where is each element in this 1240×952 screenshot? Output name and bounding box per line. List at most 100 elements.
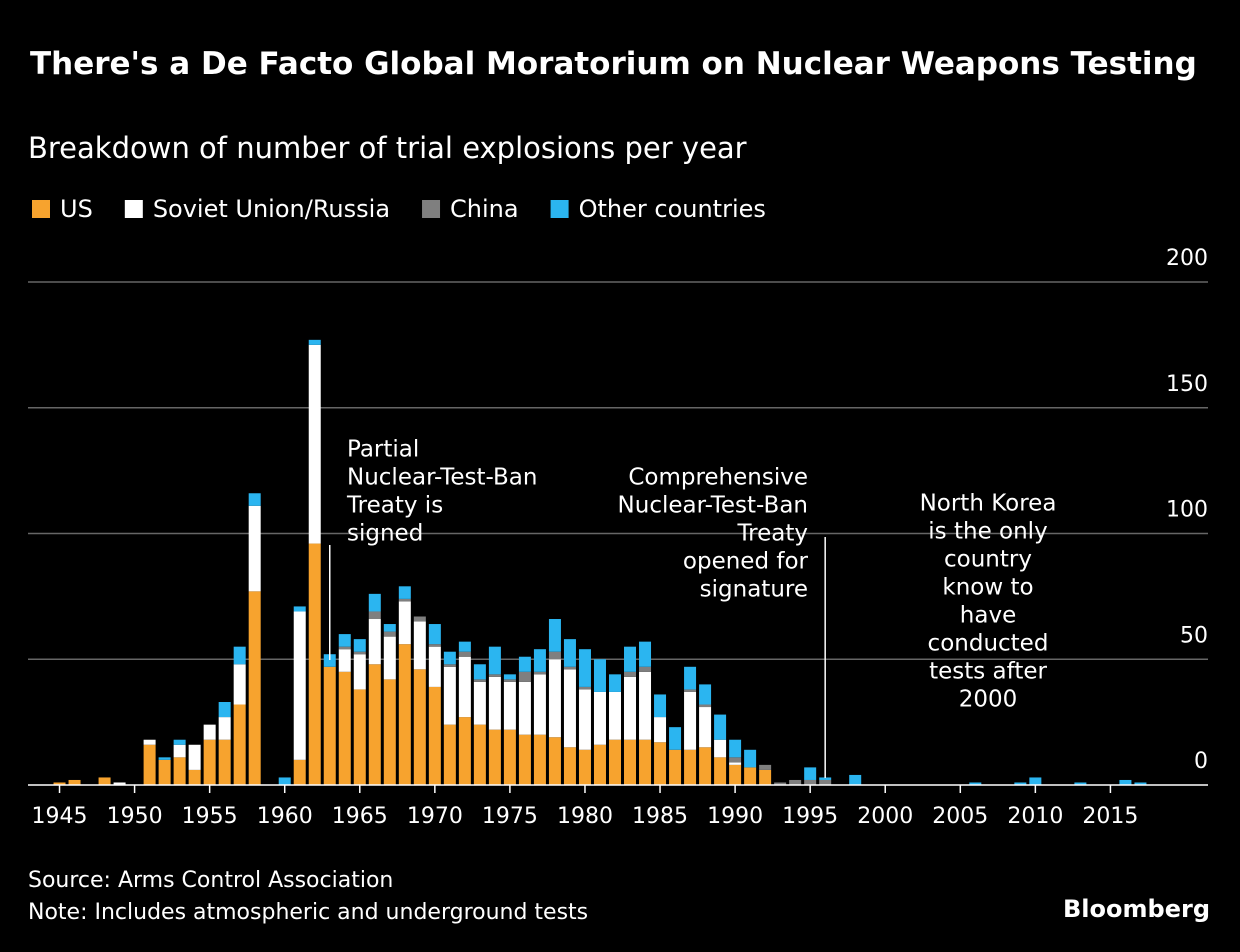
bar-segment bbox=[53, 782, 66, 785]
legend-swatch bbox=[422, 200, 441, 218]
bar-segment bbox=[969, 782, 982, 785]
annotation: 2000 bbox=[959, 687, 1018, 713]
annotation: signed bbox=[347, 521, 423, 547]
annotation: know to bbox=[942, 575, 1033, 601]
bar-segment bbox=[518, 734, 531, 785]
bar-segment bbox=[699, 707, 712, 748]
bar-segment bbox=[458, 656, 471, 718]
bar-segment bbox=[593, 744, 606, 785]
bar-segment bbox=[729, 764, 742, 785]
bar-segment bbox=[654, 694, 667, 718]
annotation: have bbox=[960, 603, 1016, 629]
bar-segment bbox=[639, 671, 652, 740]
bar-segment bbox=[699, 704, 712, 708]
bar-segment bbox=[368, 593, 381, 612]
x-tick-label: 2015 bbox=[1082, 804, 1138, 829]
bar-segment bbox=[593, 659, 606, 692]
bar-segment bbox=[293, 606, 306, 612]
bar-segment bbox=[639, 641, 652, 667]
bar-segment bbox=[473, 679, 486, 682]
bar-segment bbox=[578, 749, 591, 785]
bar-segment bbox=[158, 759, 171, 785]
x-tick-label: 2010 bbox=[1007, 804, 1063, 829]
credit: Bloomberg bbox=[1063, 895, 1210, 923]
bar-segment bbox=[1074, 782, 1087, 785]
bar-segment bbox=[729, 757, 742, 763]
bar-segment bbox=[398, 598, 411, 602]
x-tick-label: 1975 bbox=[482, 804, 538, 829]
x-tick-label: 1965 bbox=[332, 804, 388, 829]
annotation: Nuclear-Test-Ban bbox=[347, 465, 537, 491]
bar-segment bbox=[578, 649, 591, 687]
bar-segment bbox=[624, 646, 637, 672]
bar-segment bbox=[248, 493, 261, 506]
bar-segment bbox=[383, 624, 396, 632]
bar-segment bbox=[353, 689, 366, 785]
bar-segment bbox=[849, 774, 862, 785]
legend-label: Other countries bbox=[579, 195, 766, 223]
bar-segment bbox=[548, 659, 561, 738]
x-tick-label: 1945 bbox=[32, 804, 88, 829]
chart-title: There's a De Facto Global Moratorium on … bbox=[30, 46, 1197, 82]
bar-segment bbox=[804, 767, 817, 780]
x-tick-label: 1950 bbox=[107, 804, 163, 829]
bar-segment bbox=[308, 344, 321, 544]
bar-segment bbox=[413, 669, 426, 785]
legend-swatch bbox=[550, 200, 569, 218]
bar-segment bbox=[759, 764, 772, 770]
annotation: Nuclear-Test-Ban bbox=[618, 493, 808, 519]
bar-segment bbox=[398, 601, 411, 645]
legend-label: China bbox=[450, 195, 519, 223]
bar-segment bbox=[173, 757, 186, 785]
bar-segment bbox=[488, 646, 501, 675]
bar-segment bbox=[188, 769, 201, 785]
annotation: country bbox=[944, 547, 1032, 573]
x-tick-label: 2005 bbox=[932, 804, 988, 829]
bar-segment bbox=[819, 779, 832, 785]
bar-segment bbox=[443, 664, 456, 667]
bar-segment bbox=[608, 739, 621, 785]
bar-segment bbox=[353, 654, 366, 690]
bar-segment bbox=[338, 671, 351, 785]
bar-segment bbox=[1119, 779, 1132, 785]
bar-segment bbox=[488, 674, 501, 677]
chart-subtitle: Breakdown of number of trial explosions … bbox=[28, 131, 747, 165]
annotation: Treaty is bbox=[346, 493, 443, 519]
bar-segment bbox=[518, 671, 531, 682]
bar-segment bbox=[578, 689, 591, 750]
bar-segment bbox=[548, 619, 561, 652]
bar-segment bbox=[669, 749, 682, 785]
y-tick-label: 100 bbox=[1166, 498, 1208, 523]
x-tick-label: 2000 bbox=[857, 804, 913, 829]
bar-segment bbox=[413, 616, 426, 622]
bar-segment bbox=[143, 744, 156, 785]
bar-segment bbox=[443, 724, 456, 785]
bar-segment bbox=[774, 782, 787, 785]
bar-segment bbox=[684, 749, 697, 785]
note: Note: Includes atmospheric and undergrou… bbox=[28, 900, 588, 925]
bar-segment bbox=[323, 654, 336, 667]
bar-segment bbox=[398, 586, 411, 599]
bar-segment bbox=[488, 729, 501, 785]
bar-segment bbox=[68, 779, 81, 785]
x-tick-label: 1980 bbox=[557, 804, 613, 829]
y-tick-label: 200 bbox=[1166, 246, 1208, 271]
bar-segment bbox=[533, 671, 546, 675]
bar-segment bbox=[308, 339, 321, 345]
legend-label: Soviet Union/Russia bbox=[153, 195, 390, 223]
bar-segment bbox=[248, 591, 261, 785]
bar-segment bbox=[353, 639, 366, 652]
annotation: conducted bbox=[928, 631, 1049, 657]
bar-segment bbox=[563, 666, 576, 670]
bar-segment bbox=[819, 777, 832, 780]
bar-segment bbox=[608, 674, 621, 692]
bar-segment bbox=[158, 757, 171, 760]
x-tick-label: 1960 bbox=[257, 804, 313, 829]
bar-segment bbox=[473, 664, 486, 680]
bar-segment bbox=[458, 641, 471, 652]
bar-segment bbox=[533, 674, 546, 735]
bar-segment bbox=[804, 779, 817, 785]
bar-segment bbox=[173, 744, 186, 758]
bar-segment bbox=[353, 651, 366, 655]
